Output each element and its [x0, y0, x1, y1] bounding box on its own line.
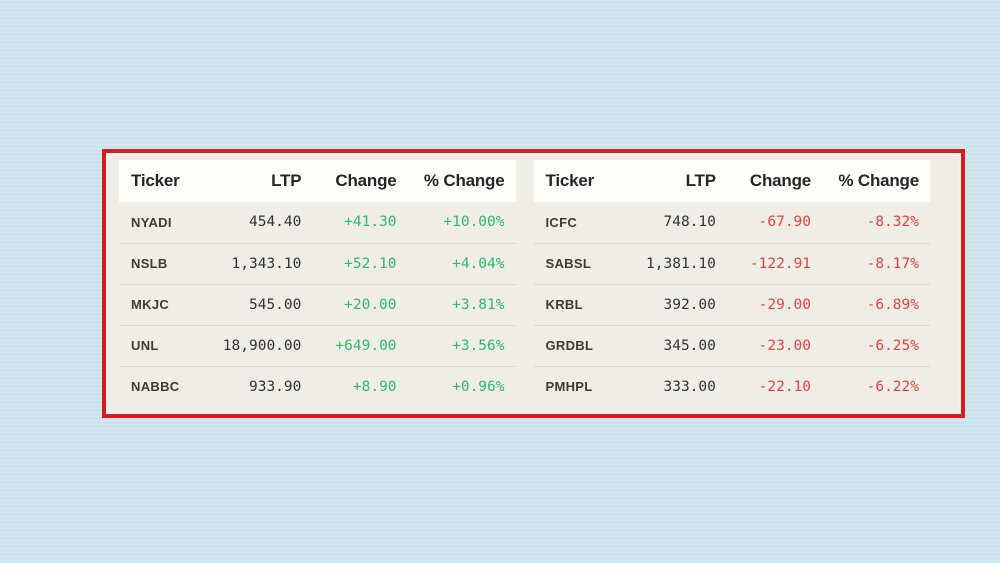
ltp-cell: 748.10	[663, 214, 716, 231]
table-row[interactable]: MKJC 545.00 +20.00 +3.81%	[119, 283, 516, 325]
change-cell: +20.00	[301, 283, 397, 325]
ltp-cell: 345.00	[612, 324, 716, 366]
column-header-ticker: Ticker	[533, 160, 613, 202]
ticker-cell: PMHPL	[533, 365, 613, 407]
losers-table-panel: Ticker LTP Change% Change ICFC 748.10 -67.90…	[533, 160, 931, 414]
change-cell: +8.90	[301, 365, 397, 407]
table-row[interactable]: NYADI 454.40 +41.30 +10.00%	[119, 202, 516, 243]
table-row[interactable]: GRDBL 345.00 -23.00 -6.25%	[533, 324, 930, 366]
ticker-cell: NYADI	[131, 214, 172, 230]
column-header-ltp: LTP	[612, 160, 716, 202]
table-header: Ticker LTP Change% Change	[533, 160, 930, 202]
pct-change-cell: -6.25%	[811, 324, 930, 366]
column-header-change: Change	[715, 160, 811, 202]
change-cell: -67.90	[758, 214, 812, 231]
change-cell: +52.10	[301, 242, 397, 284]
pct-change-cell: -6.22%	[811, 365, 930, 407]
pct-change-cell: -8.17%	[811, 242, 930, 284]
ltp-cell: 333.00	[612, 365, 716, 407]
ticker-cell: NABBC	[119, 365, 199, 407]
pct-change-cell: +3.56%	[396, 324, 516, 366]
table-row[interactable]: ICFC 748.10 -67.90 -8.32%	[534, 202, 931, 243]
change-cell: +41.30	[344, 214, 397, 231]
ticker-cell: ICFC	[545, 214, 578, 230]
ticker-cell: NSLB	[119, 242, 199, 284]
pct-change-cell: +3.81%	[396, 283, 516, 325]
table-header: Ticker LTP Change% Change	[119, 160, 516, 202]
column-header--change: % Change	[811, 160, 930, 202]
column-header-ticker: Ticker	[119, 160, 199, 202]
annotation-highlight-box: Ticker LTP Change% Change NYADI 454.40 +41.3…	[102, 149, 965, 418]
table-row[interactable]: PMHPL 333.00 -22.10 -6.22%	[533, 365, 930, 407]
column-header-ltp: LTP	[198, 160, 302, 202]
ticker-cell: MKJC	[119, 283, 199, 325]
ltp-cell: 933.90	[198, 365, 302, 407]
ltp-cell: 1,343.10	[198, 242, 302, 284]
column-header-change: Change	[301, 160, 397, 202]
ltp-cell: 454.40	[248, 214, 302, 231]
change-cell: -22.10	[715, 365, 812, 407]
pct-change-cell: +10.00%	[443, 214, 505, 231]
pct-change-cell: -8.32%	[866, 214, 919, 231]
ticker-cell: GRDBL	[533, 324, 613, 366]
ltp-cell: 545.00	[198, 283, 302, 325]
gainers-table-panel: Ticker LTP Change% Change NYADI 454.40 +41.3…	[119, 160, 516, 414]
ticker-cell: SABSL	[533, 242, 613, 284]
change-cell: -23.00	[715, 324, 812, 366]
ticker-cell: KRBL	[533, 283, 613, 325]
table-row[interactable]: UNL 18,900.00 +649.00 +3.56%	[119, 324, 516, 366]
ltp-cell: 1,381.10	[612, 242, 716, 284]
stock-table: Ticker LTP Change% Change ICFC 748.10 -67.90…	[533, 160, 931, 407]
table-row[interactable]: SABSL 1,381.10 -122.91 -8.17%	[533, 242, 930, 284]
column-header--change: % Change	[396, 160, 516, 202]
table-row[interactable]: NSLB 1,343.10 +52.10 +4.04%	[119, 242, 516, 284]
pct-change-cell: +4.04%	[396, 242, 516, 284]
ltp-cell: 392.00	[612, 283, 716, 325]
change-cell: +649.00	[301, 324, 397, 366]
change-cell: -122.91	[715, 242, 812, 284]
pct-change-cell: +0.96%	[396, 365, 516, 407]
table-row[interactable]: KRBL 392.00 -29.00 -6.89%	[533, 283, 930, 325]
change-cell: -29.00	[715, 283, 812, 325]
stock-table: Ticker LTP Change% Change NYADI 454.40 +41.3…	[119, 160, 516, 407]
ltp-cell: 18,900.00	[198, 324, 302, 366]
table-row[interactable]: NABBC 933.90 +8.90 +0.96%	[119, 365, 516, 407]
pct-change-cell: -6.89%	[811, 283, 930, 325]
ticker-cell: UNL	[119, 324, 199, 366]
